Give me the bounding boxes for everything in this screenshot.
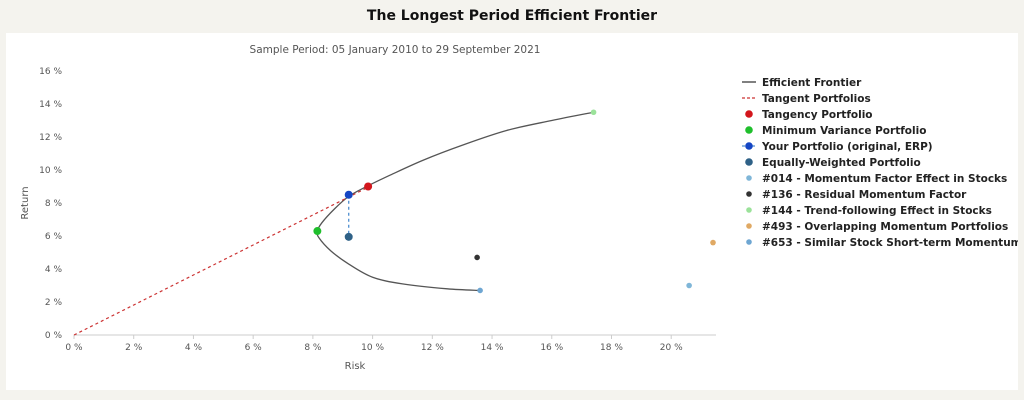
data-point-tangency-portfolio[interactable] bbox=[364, 182, 373, 191]
legend-label: #653 - Similar Stock Short-term Momentum bbox=[762, 237, 1018, 249]
chart-subtitle: Sample Period: 05 January 2010 to 29 Sep… bbox=[250, 44, 541, 56]
legend-symbol bbox=[745, 126, 753, 134]
legend-symbol bbox=[745, 110, 753, 118]
legend-symbol bbox=[746, 223, 752, 229]
efficient-frontier-chart: Sample Period: 05 January 2010 to 29 Sep… bbox=[20, 44, 1018, 372]
x-tick-label: 12 % bbox=[421, 343, 444, 353]
legend-label: #493 - Overlapping Momentum Portfolios bbox=[762, 221, 1008, 233]
axes: 0 % 2 % 4 % 6 % 8 % 10 % 12 % 14 % 16 % 18 % 20 % 0… bbox=[20, 67, 716, 372]
x-tick-label: 4 % bbox=[185, 343, 203, 353]
y-tick-label: 14 % bbox=[39, 100, 62, 110]
x-tick-label: 2 % bbox=[125, 343, 143, 353]
y-tick-label: 2 % bbox=[45, 298, 63, 308]
x-tick-label: 6 % bbox=[245, 343, 263, 353]
data-point-493-overlapping-momentum-portfolios[interactable] bbox=[710, 239, 716, 246]
y-tick-label: 10 % bbox=[39, 166, 62, 176]
data-point-014-momentum-factor-effect-in-stocks[interactable] bbox=[686, 282, 692, 289]
data-point-136-residual-momentum-factor[interactable] bbox=[474, 254, 480, 261]
data-point-minimum-variance-portfolio[interactable] bbox=[313, 227, 322, 236]
y-tick-label: 16 % bbox=[39, 67, 62, 77]
data-point-144-trend-following-effect-in-stocks[interactable] bbox=[590, 109, 597, 116]
page-title: The Longest Period Efficient Frontier bbox=[366, 8, 658, 24]
legend-symbol bbox=[746, 191, 752, 197]
y-tick-label: 6 % bbox=[45, 232, 63, 242]
data-point-653-similar-stock-short-term-momentum[interactable] bbox=[477, 287, 483, 294]
x-tick-label: 8 % bbox=[304, 343, 322, 353]
legend-item-136-residual-momentum-factor[interactable]: #136 - Residual Momentum Factor bbox=[746, 189, 967, 201]
x-tick-label: 20 % bbox=[660, 343, 683, 353]
legend-symbol bbox=[746, 207, 752, 213]
y-tick-label: 12 % bbox=[39, 133, 62, 143]
legend-item-tangent-portfolios[interactable]: Tangent Portfolios bbox=[742, 93, 871, 105]
legend-item-minimum-variance-portfolio[interactable]: Minimum Variance Portfolio bbox=[745, 125, 926, 137]
legend-item-653-similar-stock-short-term-momentum[interactable]: #653 - Similar Stock Short-term Momentum bbox=[746, 237, 1018, 249]
legend-item-efficient-frontier[interactable]: Efficient Frontier bbox=[742, 77, 862, 89]
series-line-efficient-frontier bbox=[316, 111, 594, 292]
legend-label: #136 - Residual Momentum Factor bbox=[762, 189, 967, 201]
legend-item-equally-weighted-portfolio[interactable]: Equally-Weighted Portfolio bbox=[745, 157, 921, 169]
legend-label: Efficient Frontier bbox=[762, 77, 862, 89]
x-tick-label: 16 % bbox=[540, 343, 563, 353]
legend-item-tangency-portfolio[interactable]: Tangency Portfolio bbox=[745, 109, 873, 121]
legend-label: Tangency Portfolio bbox=[762, 109, 873, 121]
chart-panel: Sample Period: 05 January 2010 to 29 Sep… bbox=[6, 33, 1018, 390]
legend-label: #144 - Trend-following Effect in Stocks bbox=[762, 205, 992, 217]
y-tick-label: 8 % bbox=[45, 199, 63, 209]
legend-symbol bbox=[746, 175, 752, 181]
legend-label: Tangent Portfolios bbox=[762, 93, 871, 105]
legend-item-493-overlapping-momentum-portfolios[interactable]: #493 - Overlapping Momentum Portfolios bbox=[746, 221, 1008, 233]
legend-label: Minimum Variance Portfolio bbox=[762, 125, 926, 137]
x-tick-label: 18 % bbox=[600, 343, 623, 353]
legend-symbol bbox=[745, 142, 753, 150]
legend-symbol bbox=[745, 158, 753, 166]
x-axis-title: Risk bbox=[345, 361, 366, 372]
y-tick-label: 4 % bbox=[45, 265, 63, 275]
plot-area bbox=[73, 109, 716, 336]
legend-label: Your Portfolio (original, ERP) bbox=[761, 141, 933, 153]
x-tick-label: 0 % bbox=[65, 343, 83, 353]
data-point-equally-weighted-portfolio[interactable] bbox=[344, 232, 353, 241]
x-tick-label: 10 % bbox=[361, 343, 384, 353]
legend-item-014-momentum-factor-effect-in-stocks[interactable]: #014 - Momentum Factor Effect in Stocks bbox=[746, 173, 1007, 185]
legend-label: #014 - Momentum Factor Effect in Stocks bbox=[762, 173, 1007, 185]
y-tick-label: 0 % bbox=[45, 331, 63, 341]
legend-label: Equally-Weighted Portfolio bbox=[762, 157, 921, 169]
x-tick-label: 14 % bbox=[481, 343, 504, 353]
data-point-your-portfolio-original-erp[interactable] bbox=[344, 190, 353, 199]
legend-symbol bbox=[746, 239, 752, 245]
legend-item-144-trend-following-effect-in-stocks[interactable]: #144 - Trend-following Effect in Stocks bbox=[746, 205, 992, 217]
series-line-tangent-portfolios bbox=[73, 185, 370, 336]
legend-item-your-portfolio-original-erp[interactable]: Your Portfolio (original, ERP) bbox=[742, 141, 933, 153]
y-axis-title: Return bbox=[20, 186, 31, 219]
legend: Efficient Frontier Tangent Portfolios Tang… bbox=[742, 77, 1018, 249]
